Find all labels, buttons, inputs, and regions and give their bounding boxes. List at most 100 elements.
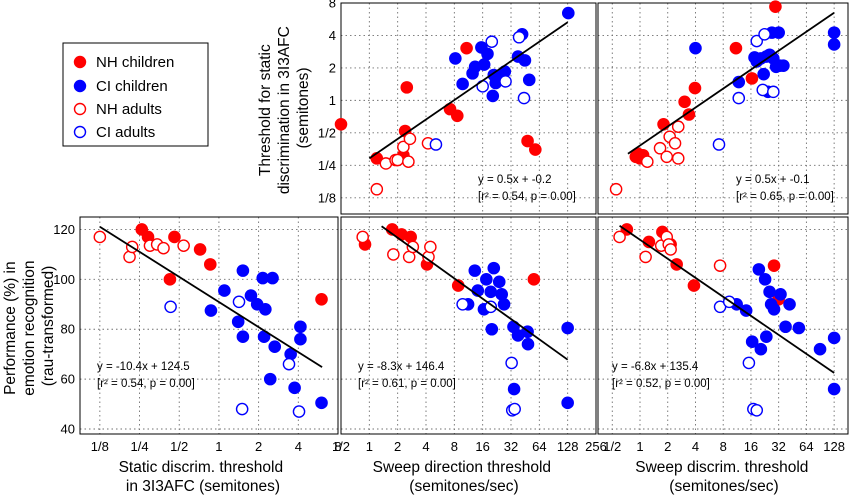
y-tick-label: 4 xyxy=(329,28,336,43)
point-ci-adults xyxy=(517,91,531,105)
point-nh-children xyxy=(400,81,414,94)
bottom-y-label-line-3: (rau-transformed) xyxy=(40,266,57,387)
x-tick-label: 2 xyxy=(664,439,671,454)
panel-bottom-middle: 1/2 1 2 4 8 16 32 64 128 256 y = -8.3x + 146.4 [r² … xyxy=(332,216,607,454)
point-nh-children xyxy=(688,81,702,95)
regression-line xyxy=(619,224,835,374)
regression-equation: y = 0.5x + -0.2 xyxy=(478,174,552,186)
point-ci-children xyxy=(485,322,499,336)
point-ci-children xyxy=(480,273,493,286)
point-ci-children xyxy=(231,315,245,329)
point-ci-children xyxy=(562,6,575,20)
regression-line xyxy=(99,225,323,368)
y-tick-label: 40 xyxy=(61,422,75,437)
x-axis-label-sweep-direction: Sweep direction threshold (semitones/sec… xyxy=(373,459,556,495)
point-ci-children xyxy=(783,297,796,311)
regression-stats: [r² = 0.65, p = 0.00] xyxy=(736,191,834,203)
top-y-label-line-1: Threshold for static xyxy=(257,44,274,176)
point-ci-children xyxy=(492,275,506,289)
x-tick-label: 32 xyxy=(504,439,518,454)
point-ci-children xyxy=(204,304,218,317)
point-nh-adults xyxy=(671,152,685,165)
point-ci-children xyxy=(259,302,272,316)
x-tick-label: 1/2 xyxy=(332,439,350,454)
point-ci-children xyxy=(521,337,535,351)
point-ci-adults xyxy=(505,356,518,370)
bottom-y-label-line-2: emotion recognition xyxy=(21,261,38,396)
x-axis-label-sweep-discrim: Sweep discrim. threshold (semitones/sec) xyxy=(635,459,812,495)
point-nh-children xyxy=(460,41,473,55)
panel-frame xyxy=(597,216,849,435)
point-ci-adults xyxy=(292,405,306,418)
point-nh-adults xyxy=(653,141,667,155)
x-tick-label: 1/4 xyxy=(130,439,148,454)
bottom-y-axis-label: Performance (%) in emotion recognition (… xyxy=(2,256,57,396)
regression-stats: [r² = 0.54, p = 0.00] xyxy=(97,378,195,390)
point-ci-children xyxy=(236,264,250,277)
y-tick-label: 1/8 xyxy=(318,190,336,205)
point-nh-children xyxy=(527,273,541,286)
point-nh-adults xyxy=(613,230,626,244)
point-ci-children xyxy=(468,264,482,277)
point-ci-children xyxy=(449,52,462,65)
point-nh-adults xyxy=(609,182,623,196)
point-ci-adults xyxy=(484,300,498,314)
point-ci-children xyxy=(263,372,277,386)
legend-label-nh-adults: NH adults xyxy=(96,101,162,118)
panel-frame xyxy=(340,2,597,215)
point-ci-children xyxy=(268,340,282,354)
x-label-direction-line-2: (semitones/sec) xyxy=(409,478,518,495)
point-ci-adults xyxy=(429,138,443,151)
point-ci-children xyxy=(827,331,841,345)
panel-frame xyxy=(79,216,339,435)
point-nh-adults xyxy=(639,250,652,264)
point-nh-children xyxy=(168,230,181,244)
point-ci-children xyxy=(813,342,827,356)
x-tick-label: 8 xyxy=(451,439,458,454)
point-ci-children xyxy=(827,38,841,51)
panel-frame xyxy=(597,2,849,215)
x-label-static-line-1: Static discrim. threshold xyxy=(119,459,284,476)
point-ci-children xyxy=(218,284,231,297)
regression-line xyxy=(627,11,835,155)
point-nh-adults xyxy=(403,132,417,146)
regression-stats: [r² = 0.61, p = 0.00] xyxy=(358,378,456,390)
point-ci-adults xyxy=(485,35,499,49)
x-tick-label: 16 xyxy=(475,439,489,454)
point-nh-adults xyxy=(391,153,404,167)
panel-bottom-left: 1/8 1/4 1/2 1 2 4 8 40 60 80 100 120 y = -10.4x + 12… xyxy=(53,216,342,454)
x-tick-label: 2 xyxy=(394,439,401,454)
x-tick-label: 1/8 xyxy=(91,439,109,454)
x-tick-label: 256 xyxy=(585,439,607,454)
y-tick-label: 1/4 xyxy=(318,158,336,173)
point-nh-children xyxy=(767,259,781,272)
x-tick-label: 2 xyxy=(255,439,262,454)
point-ci-children xyxy=(745,335,759,349)
x-label-discrim-line-2: (semitones/sec) xyxy=(669,478,778,495)
panel-top-right: y = 0.5x + -0.1 [r² = 0.65, p = 0.00] xyxy=(597,0,849,215)
point-ci-children xyxy=(518,54,532,67)
point-nh-adults xyxy=(713,259,727,272)
x-label-direction-line-1: Sweep direction threshold xyxy=(373,459,551,476)
point-ci-children xyxy=(752,263,766,276)
point-ci-children xyxy=(484,285,498,299)
point-ci-adults xyxy=(750,404,764,417)
x-tick-label: 1 xyxy=(215,439,222,454)
y-tick-label: 1/2 xyxy=(318,125,336,140)
regression-line xyxy=(381,225,569,361)
point-nh-children xyxy=(769,0,782,13)
y-tick-label: 120 xyxy=(53,222,75,237)
legend: NH children CI children NH adults CI adu… xyxy=(62,42,209,147)
x-tick-label: 16 xyxy=(744,439,758,454)
y-tick-label: 100 xyxy=(53,272,75,287)
legend-marker-ci-adults xyxy=(73,125,87,139)
point-ci-adults xyxy=(758,28,771,41)
top-y-label-line-3: (semitones) xyxy=(295,68,312,149)
point-ci-children xyxy=(288,381,301,395)
point-ci-adults xyxy=(508,402,521,416)
y-tick-label: 60 xyxy=(61,372,75,387)
point-ci-adults xyxy=(756,83,770,97)
point-nh-adults xyxy=(660,150,674,164)
